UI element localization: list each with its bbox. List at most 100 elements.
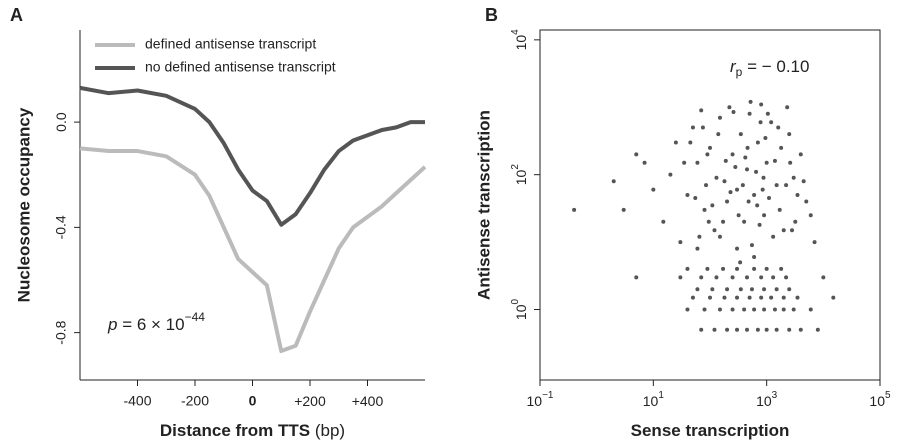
x-tick-label: 103 — [756, 390, 778, 409]
scatter-point — [721, 266, 726, 271]
scatter-point — [759, 295, 764, 300]
scatter-point — [731, 110, 736, 115]
scatter-point — [815, 327, 820, 332]
scatter-point — [702, 207, 707, 212]
y-axis-label: Nucleosome occupancy — [14, 107, 33, 302]
scatter-point — [762, 287, 767, 292]
x-tick-label: 10 — [643, 393, 659, 409]
scatter-point — [717, 115, 722, 120]
scatter-point — [764, 327, 769, 332]
scatter-point — [791, 307, 796, 312]
scatter-point — [735, 187, 740, 192]
scatter-point — [767, 196, 772, 201]
scatter-point — [749, 287, 754, 292]
y-tick-label: 102 — [510, 164, 529, 186]
scatter-point — [784, 183, 789, 188]
scatter-point — [722, 295, 727, 300]
scatter-point — [721, 219, 726, 224]
series-line — [79, 146, 427, 354]
legend-label: no defined antisense transcript — [145, 59, 336, 75]
scatter-point — [759, 275, 764, 280]
scatter-point — [754, 169, 759, 174]
scatter-point — [735, 327, 740, 332]
scatter-point — [804, 199, 809, 204]
scatter-point — [695, 287, 700, 292]
scatter-point — [717, 307, 722, 312]
scatter-point — [791, 175, 796, 180]
scatter-point — [758, 120, 763, 125]
scatter-point — [771, 234, 776, 239]
scatter-point — [725, 287, 730, 292]
scatter-point — [710, 203, 715, 208]
scatter-point — [774, 287, 779, 292]
scatter-point — [712, 327, 717, 332]
tick-exponent: 4 — [510, 29, 521, 35]
scatter-point — [661, 219, 666, 224]
scatter-point — [774, 183, 779, 188]
scatter-point — [755, 140, 760, 145]
scatter-point — [642, 160, 647, 165]
scatter-point — [748, 99, 753, 104]
scatter-point — [752, 307, 757, 312]
scatter-point — [762, 213, 767, 218]
x-axis-label: Distance from TTS (bp) — [160, 421, 345, 440]
scatter-point — [752, 192, 757, 197]
y-tick-label: 10 — [513, 35, 529, 51]
annotation-exponent: −44 — [185, 310, 206, 324]
y-tick-label: 100 — [510, 298, 529, 320]
scatter-point — [714, 275, 719, 280]
scatter-point — [699, 275, 704, 280]
scatter-point — [714, 175, 719, 180]
scatter-point — [752, 266, 757, 271]
scatter-point — [685, 307, 690, 312]
scatter-point — [730, 307, 735, 312]
scatter-point — [651, 187, 656, 192]
scatter-point — [757, 222, 762, 227]
scatter-point — [762, 307, 767, 312]
scatter-point — [678, 240, 683, 245]
scatter-point — [722, 179, 727, 184]
scatter-point — [755, 327, 760, 332]
scatter-point — [798, 152, 803, 157]
x-tick-label: 10 — [869, 393, 885, 409]
scatter-point — [611, 179, 616, 184]
scatter-point — [784, 275, 789, 280]
annotation-symbol: r — [730, 57, 737, 76]
scatter-point — [706, 219, 711, 224]
scatter-point — [781, 307, 786, 312]
x-axis-label: Distance from TTS — [160, 421, 310, 440]
scatter-point — [755, 203, 760, 208]
x-tick-label: +200 — [294, 393, 326, 409]
scatter-point — [700, 125, 705, 130]
x-tick-label: 101 — [643, 390, 665, 409]
scatter-point — [781, 228, 786, 233]
scatter-point — [788, 160, 793, 165]
scatter-point — [745, 275, 750, 280]
scatter-point — [769, 120, 774, 125]
scatter-point — [728, 190, 733, 195]
scatter-point — [690, 125, 695, 130]
scatter-point — [742, 307, 747, 312]
y-tick-label: 0.0 — [53, 112, 69, 132]
scatter-point — [746, 199, 751, 204]
scatter-point — [747, 111, 752, 116]
annotation-subscript: p — [736, 65, 743, 79]
scatter-point — [760, 187, 765, 192]
scatter-point — [621, 207, 626, 212]
x-tick-label: +400 — [352, 393, 384, 409]
scatter-point — [736, 213, 741, 218]
x-tick-label: +200 — [294, 393, 326, 409]
scatter-point — [798, 327, 803, 332]
scatter-point — [705, 266, 710, 271]
x-tick-label: 10 — [527, 393, 543, 409]
x-tick-label: 10 — [756, 393, 772, 409]
y-tick-label: 0.0 — [53, 112, 69, 132]
tick-exponent: 1 — [658, 390, 664, 401]
series-line — [79, 85, 425, 227]
scatter-point — [730, 152, 735, 157]
scatter-point — [708, 145, 712, 150]
scatter-point — [785, 105, 790, 110]
scatter-point — [702, 307, 707, 312]
tick-exponent: 0 — [510, 298, 521, 304]
scatter-point — [678, 275, 683, 280]
